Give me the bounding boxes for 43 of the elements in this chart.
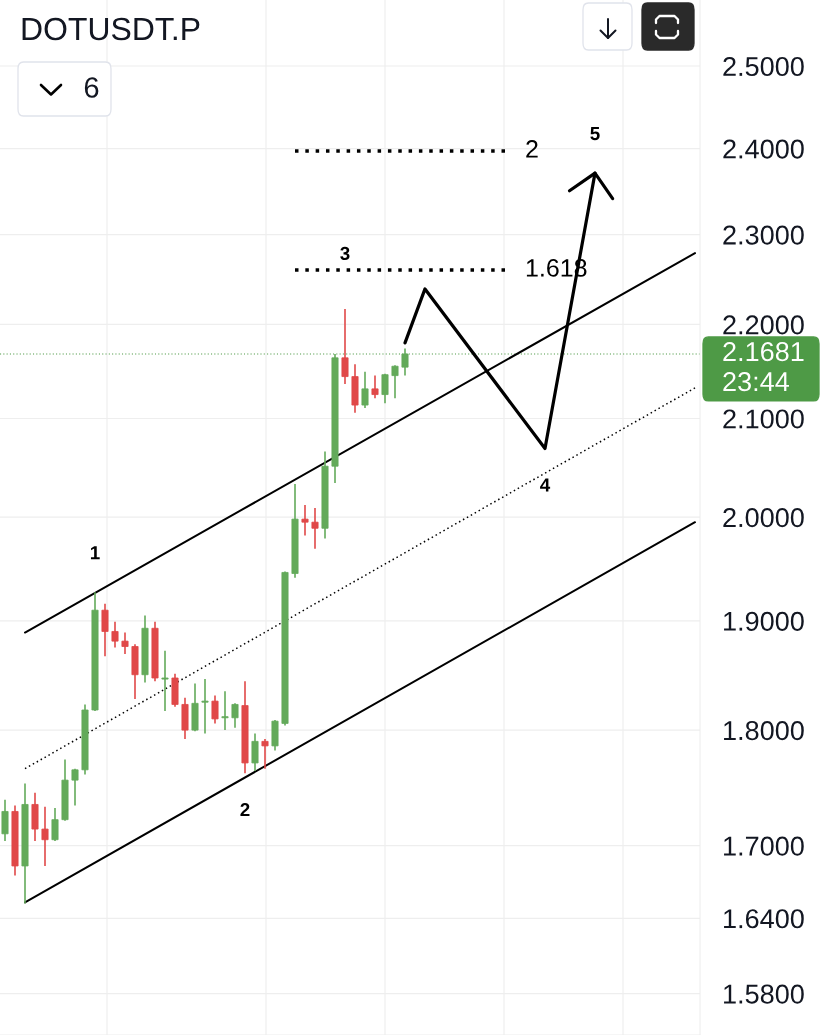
candlestick [101, 603, 109, 658]
y-tick-label: 2.4000 [723, 139, 804, 159]
annotation: 1 [90, 546, 100, 560]
candlestick [221, 690, 229, 731]
y-tick-label: 2.0000 [723, 508, 804, 528]
series-label: 2 [526, 140, 538, 158]
candlestick [201, 678, 209, 735]
y-tick-label: 1.8000 [724, 721, 804, 741]
text: 23:44 [723, 372, 789, 392]
annotation: 5 [590, 127, 600, 141]
candlestick [261, 738, 269, 770]
annotation: 6 [84, 77, 99, 98]
candlestick [401, 347, 409, 377]
candlestick [371, 374, 379, 400]
y-tick-label: 1.6400 [724, 909, 804, 929]
candlestick [121, 631, 129, 655]
candlestick [361, 371, 369, 409]
annotation: 4 [540, 478, 551, 492]
candlestick [111, 621, 119, 649]
y-tick-label: 1.9000 [724, 611, 804, 631]
candlestick [301, 504, 309, 537]
ref-line-label: 2.1681 [723, 342, 804, 362]
y-tick-label: 2.3000 [723, 225, 804, 245]
candlestick [251, 732, 259, 772]
candlestick [211, 694, 219, 725]
y-tick-label: 2.1000 [723, 409, 804, 429]
candlestick [311, 507, 319, 550]
annotation: 2 [240, 803, 250, 817]
candlestick [51, 807, 59, 842]
candlestick [71, 767, 79, 807]
y-tick-label: 2.5000 [723, 56, 804, 77]
candlestick [391, 364, 399, 400]
y-tick-label: 2.2000 [723, 315, 804, 335]
candlestick [41, 805, 49, 867]
candlestick [341, 308, 349, 385]
y-tick-label: 1.5800 [724, 984, 804, 1004]
candlestick [161, 650, 169, 712]
candlestick [231, 702, 239, 729]
y-tick-label: 1.7000 [724, 836, 804, 856]
chart-title: DOTUSDT.P [22, 17, 200, 41]
candlestick [1, 799, 9, 842]
annotation: 3 [340, 246, 350, 261]
candlestick [381, 372, 389, 404]
